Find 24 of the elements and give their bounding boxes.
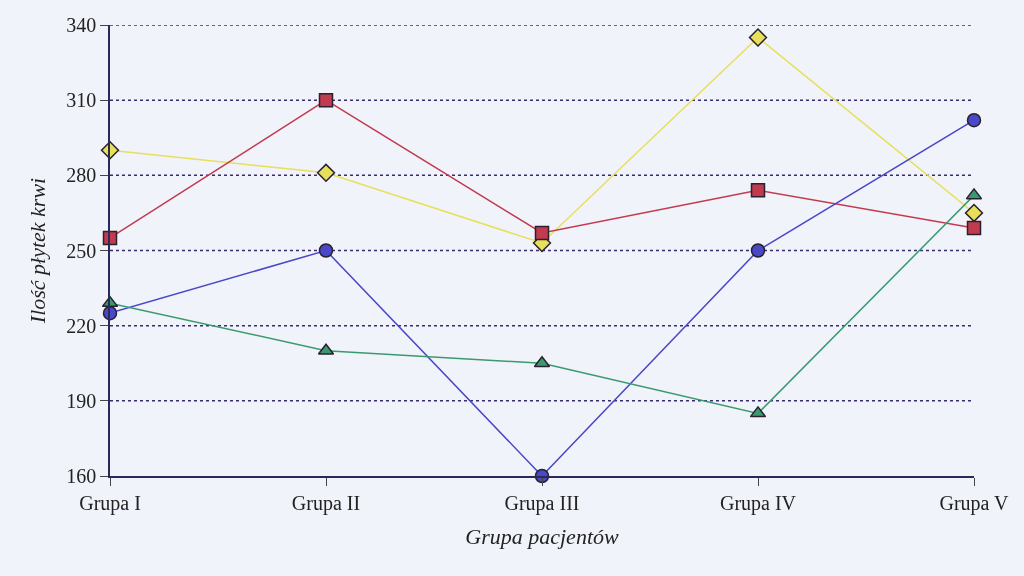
- y-tick-label: 190: [66, 389, 97, 412]
- y-tick-label: 250: [66, 239, 97, 262]
- point: [318, 243, 334, 258]
- point: [750, 243, 766, 258]
- y-tick-label: 280: [66, 164, 97, 187]
- y-tick-label: 160: [66, 465, 97, 487]
- point: [534, 225, 550, 241]
- point: [748, 28, 768, 47]
- y-tick-label: 340: [66, 14, 97, 36]
- point: [966, 112, 982, 128]
- x-tick-label: Grupa II: [291, 492, 361, 515]
- x-tick-label: Grupa III: [504, 492, 580, 515]
- point: [318, 92, 334, 108]
- point: [316, 163, 336, 183]
- y-axis-title: Ilość płytek krwi: [24, 177, 50, 325]
- x-tick-label: Grupa V: [939, 492, 1010, 515]
- point: [750, 183, 766, 198]
- point: [964, 203, 984, 223]
- x-tick-label: Grupa I: [79, 492, 141, 515]
- y-tick-label: 220: [66, 314, 97, 337]
- x-axis-title: Grupa pacjentów: [465, 524, 620, 550]
- y-tick-label: 310: [66, 89, 97, 112]
- point: [966, 220, 982, 236]
- x-tick-label: Grupa IV: [719, 492, 797, 515]
